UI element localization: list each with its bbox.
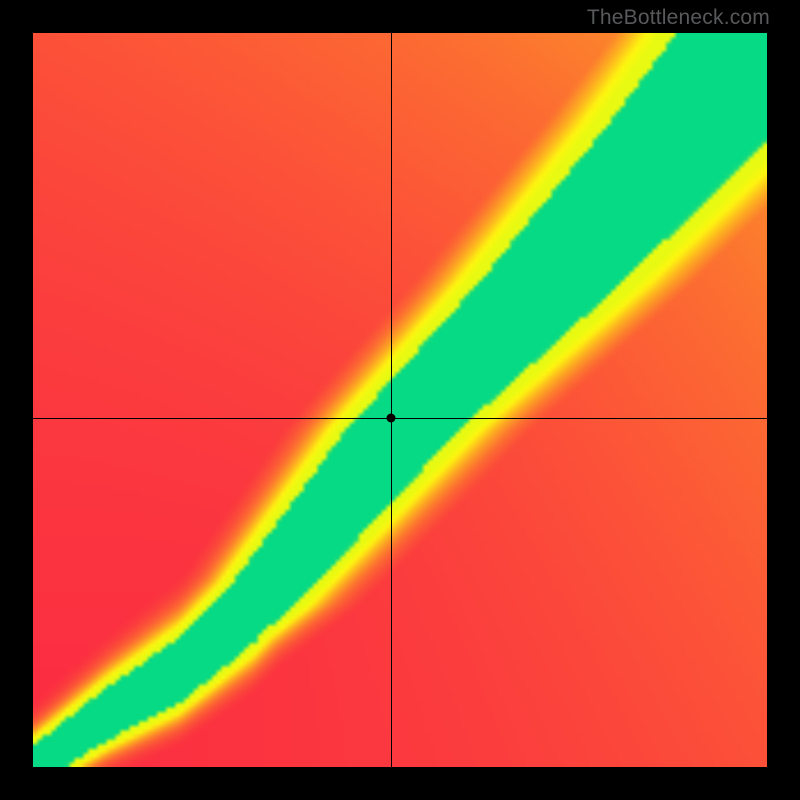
watermark-text: TheBottleneck.com: [587, 6, 770, 30]
heatmap-canvas: [33, 33, 767, 767]
heatmap-plot: [33, 33, 767, 767]
crosshair-vertical: [391, 33, 392, 767]
crosshair-marker: [387, 414, 396, 423]
crosshair-horizontal: [33, 418, 767, 419]
